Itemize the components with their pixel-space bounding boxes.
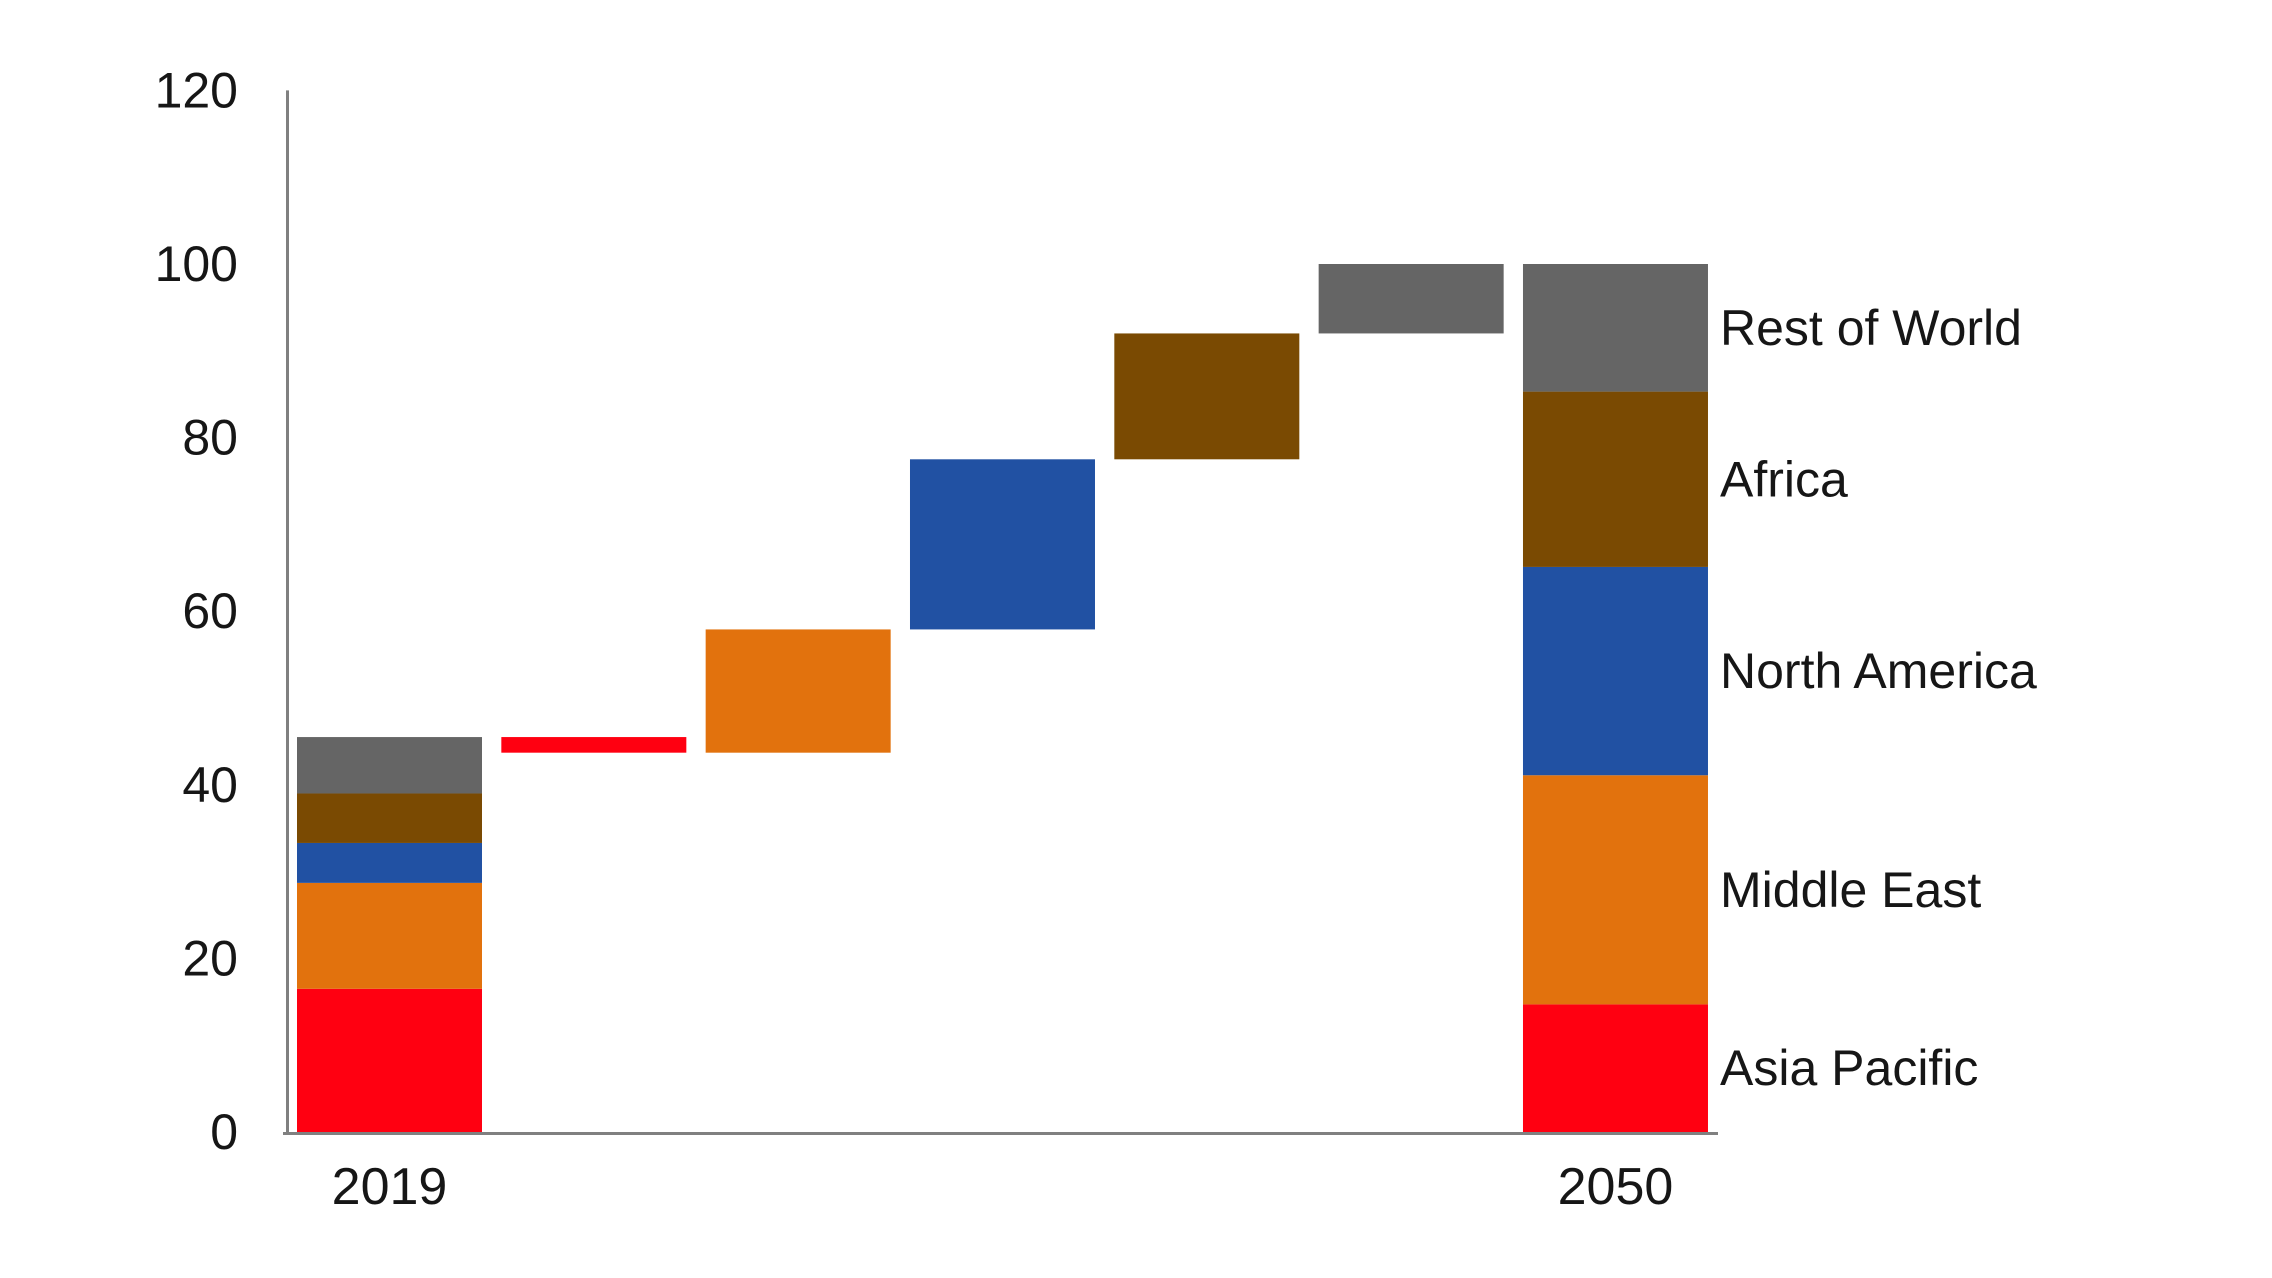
legend-label-africa: Africa — [1720, 451, 1848, 507]
step-bar-africa — [1114, 333, 1300, 460]
bar-2050-middle-east — [1522, 775, 1708, 1005]
bar-2050-rest-of-world — [1522, 264, 1708, 392]
step-bar-middle-east — [705, 629, 891, 753]
x-axis-tick-label-2050: 2050 — [1558, 1158, 1674, 1216]
y-axis-tick-label-100: 100 — [155, 236, 238, 292]
legend-label-north-america: North America — [1720, 643, 2037, 699]
legend-label-asia-pacific: Asia Pacific — [1720, 1040, 1978, 1096]
x-axis-tick-label-2019: 2019 — [332, 1158, 448, 1216]
y-axis-tick-label-20: 20 — [182, 930, 238, 986]
y-axis-tick-label-60: 60 — [182, 583, 238, 639]
y-axis-tick-label-80: 80 — [182, 410, 238, 466]
bar-2019-rest-of-world — [297, 737, 482, 794]
y-axis-tick-label-0: 0 — [210, 1104, 238, 1160]
legend-label-middle-east: Middle East — [1720, 862, 1981, 918]
bar-2019-africa — [297, 793, 482, 843]
bar-2019-middle-east — [297, 882, 482, 989]
y-axis-tick-label-120: 120 — [155, 62, 238, 118]
step-bar-rest-of-world — [1318, 264, 1504, 334]
y-axis-tick-label-40: 40 — [182, 757, 238, 813]
step-bar-asia-pacific — [501, 737, 687, 753]
bar-2050-africa — [1522, 391, 1708, 567]
bar-2050-north-america — [1522, 566, 1708, 776]
legend-label-rest-of-world: Rest of World — [1720, 300, 2022, 356]
step-bar-north-america — [909, 459, 1095, 630]
bar-2019-asia-pacific — [297, 988, 482, 1132]
bar-2019-north-america — [297, 842, 482, 883]
bar-2050-asia-pacific — [1522, 1004, 1708, 1132]
